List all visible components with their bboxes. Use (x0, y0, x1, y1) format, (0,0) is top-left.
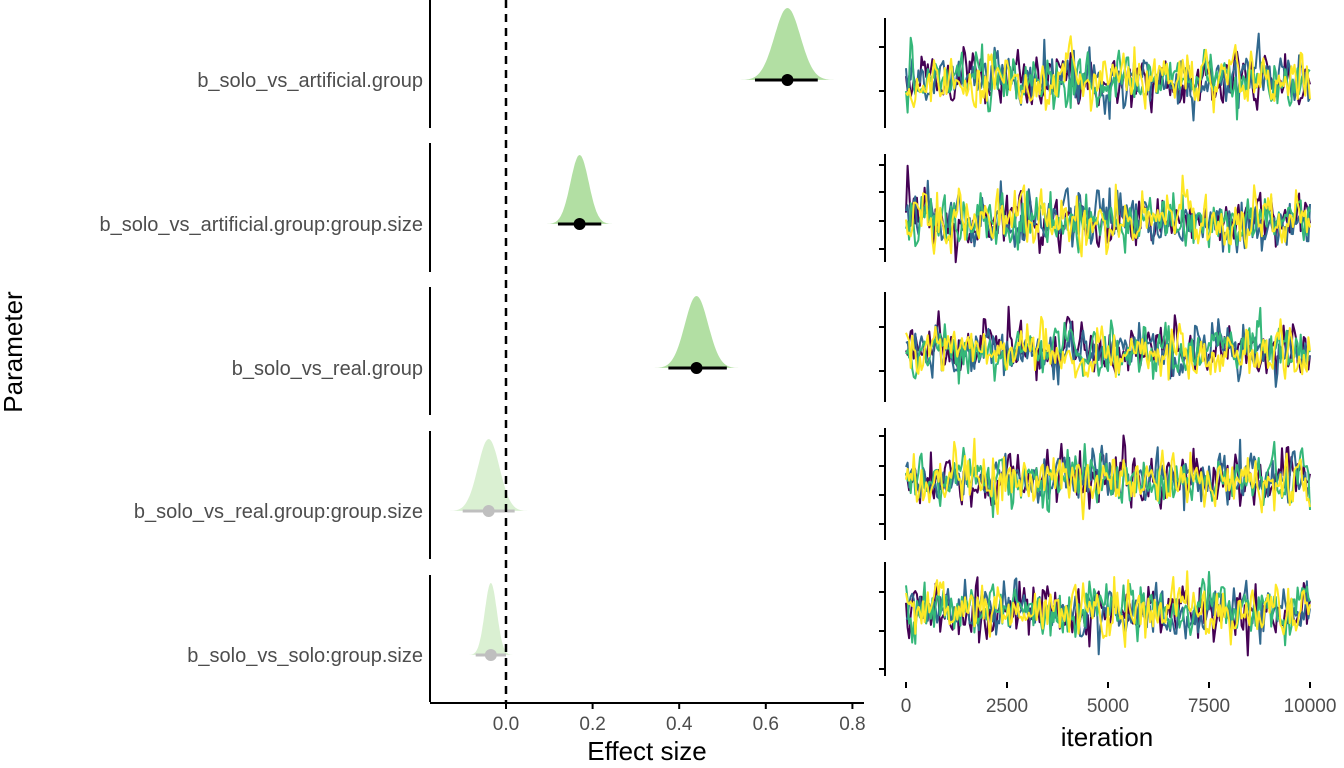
x-tick-label: 0.6 (753, 714, 779, 735)
mean-point (573, 218, 586, 230)
forest-ylabel: Parameter (0, 291, 28, 413)
parameter-label: b_solo_vs_artificial.group (197, 70, 423, 92)
forest-xlabel: Effect size (587, 736, 706, 766)
chain-trace-line (905, 190, 1311, 254)
parameter-label: b_solo_vs_real.group:group.size (134, 501, 423, 523)
density-curve (740, 8, 835, 80)
forest-plot: b_solo_vs_artificial.group b_solo_vs_arti… (99, 0, 866, 735)
chain-trace-line (905, 437, 1311, 521)
trace-plots: 0 2500 5000 7500 10000 (879, 18, 1336, 717)
x-tick-label: 0.4 (666, 714, 693, 735)
mean-point (484, 649, 497, 661)
mean-point (690, 362, 703, 374)
mean-point (781, 74, 794, 86)
x-tick-label: 0.8 (839, 714, 865, 735)
chain-trace-line (905, 174, 1311, 258)
x-tick-label: 0.0 (493, 714, 519, 735)
trace-x-tick-label: 5000 (1087, 696, 1129, 717)
parameter-label: b_solo_vs_real.group (232, 358, 423, 380)
chain-trace-line (905, 315, 1311, 381)
trace-x-tick-label: 2500 (986, 696, 1028, 717)
density-curve (546, 155, 613, 224)
trace-x-tick-label: 10000 (1284, 696, 1337, 717)
density-curve (449, 439, 528, 511)
density-curve (654, 296, 739, 368)
chain-trace-line (905, 570, 1311, 648)
chain-trace-line (905, 35, 1311, 114)
parameter-label: b_solo_vs_artificial.group:group.size (99, 214, 423, 236)
trace-xlabel: iteration (1061, 722, 1154, 752)
x-tick-label: 0.2 (579, 714, 605, 735)
trace-x-tick-label: 0 (901, 696, 912, 717)
density-curve (469, 583, 513, 655)
parameter-label: b_solo_vs_solo:group.size (187, 645, 423, 667)
trace-x-tick-label: 7500 (1188, 696, 1230, 717)
mean-point (482, 505, 495, 517)
chain-trace-line (905, 32, 1311, 122)
